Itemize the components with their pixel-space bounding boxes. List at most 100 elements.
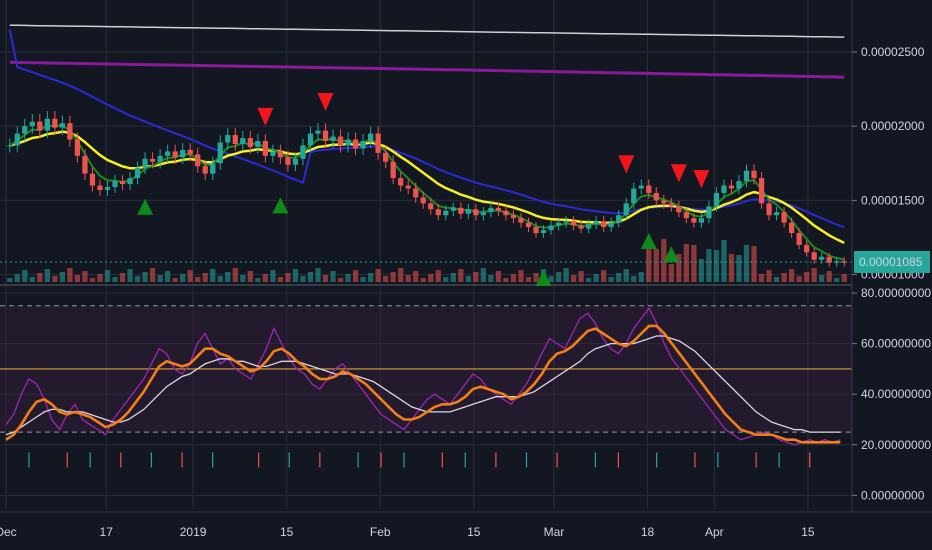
candle-body bbox=[225, 135, 231, 143]
time-axis-bg bbox=[0, 512, 932, 550]
candle-body bbox=[345, 139, 351, 146]
volume-bar bbox=[225, 272, 231, 282]
volume-bar bbox=[195, 277, 201, 282]
volume-bar bbox=[119, 273, 126, 282]
buy-marker bbox=[137, 198, 154, 215]
volume-bar bbox=[262, 274, 268, 282]
volume-bar bbox=[255, 278, 261, 282]
rsi-signal-line bbox=[5, 335, 841, 436]
volume-bar bbox=[142, 272, 148, 282]
candle-body bbox=[383, 152, 389, 162]
volume-bar bbox=[330, 271, 336, 282]
volume-bar bbox=[465, 276, 471, 282]
candle-body bbox=[773, 212, 780, 216]
volume-bar bbox=[285, 273, 291, 282]
candle-body bbox=[127, 178, 133, 185]
rsi-smooth-line bbox=[5, 324, 841, 444]
oscillator-pane[interactable] bbox=[0, 305, 852, 468]
volume-bar bbox=[834, 278, 840, 282]
volume-bar bbox=[82, 271, 88, 282]
osc-tick-label: 40.00000000 bbox=[861, 387, 931, 401]
volume-bar bbox=[172, 278, 178, 282]
candle-body bbox=[653, 192, 659, 201]
candle-body bbox=[398, 178, 404, 186]
volume-bar bbox=[67, 268, 73, 282]
candle-body bbox=[413, 188, 419, 198]
volume-bar bbox=[232, 268, 238, 282]
osc-tick-label: 20.00000000 bbox=[861, 438, 931, 452]
candle-body bbox=[134, 167, 141, 179]
sell-marker bbox=[618, 155, 635, 174]
volume-bar bbox=[277, 277, 284, 282]
volume-bar bbox=[638, 272, 644, 282]
candle-body bbox=[736, 181, 742, 189]
candle-body bbox=[586, 224, 592, 229]
volume-bar bbox=[97, 274, 103, 282]
volume-bar bbox=[570, 275, 577, 282]
candle-body bbox=[646, 185, 652, 193]
volume-bar bbox=[134, 276, 141, 282]
candle-body bbox=[112, 181, 118, 188]
osc-tick-label: 60.00000000 bbox=[861, 337, 931, 351]
volume-bar bbox=[668, 264, 674, 282]
candle-body bbox=[533, 227, 539, 234]
candle-body bbox=[804, 244, 810, 253]
volume-bar bbox=[555, 272, 562, 282]
candle-body bbox=[578, 225, 584, 229]
ema-long-line bbox=[9, 60, 845, 79]
volume-bar bbox=[89, 278, 96, 282]
volume-bar bbox=[631, 276, 637, 282]
sell-marker bbox=[670, 164, 687, 183]
rsi-raw-line bbox=[5, 306, 841, 446]
volume-bar bbox=[706, 249, 712, 282]
candle-body bbox=[247, 138, 253, 147]
osc-tick-label: 0.00000000 bbox=[861, 488, 925, 502]
candle-body bbox=[450, 207, 456, 211]
price-pane[interactable] bbox=[0, 24, 852, 287]
volume-bar bbox=[503, 278, 509, 282]
volume-bar bbox=[766, 270, 772, 282]
candle-body bbox=[435, 209, 441, 216]
candle-body bbox=[548, 225, 554, 231]
volume-bar bbox=[826, 271, 832, 282]
candle-body bbox=[217, 142, 223, 164]
candle-body bbox=[307, 133, 314, 146]
candle-body bbox=[480, 212, 487, 216]
time-tick-label: 15 bbox=[280, 525, 294, 539]
volume-bar bbox=[435, 270, 441, 282]
volume-bar bbox=[586, 278, 592, 282]
candle-body bbox=[142, 158, 148, 168]
candle-body bbox=[540, 230, 547, 234]
candle-body bbox=[195, 154, 201, 167]
candle-body bbox=[758, 178, 765, 204]
osc-tick-label: 80.00000000 bbox=[861, 286, 931, 300]
candle-body bbox=[721, 185, 727, 193]
volume-bar bbox=[510, 274, 517, 282]
candle-body bbox=[255, 141, 261, 147]
volume-bar bbox=[728, 254, 735, 282]
volume-bar bbox=[322, 275, 329, 282]
candle-body bbox=[555, 222, 562, 226]
volume-bar bbox=[367, 273, 374, 282]
volume-bar bbox=[22, 270, 28, 282]
time-tick-label: 15 bbox=[801, 525, 815, 539]
volume-bar bbox=[443, 277, 449, 282]
volume-bar bbox=[578, 271, 584, 282]
volume-bar bbox=[104, 270, 111, 282]
volume-bar bbox=[270, 270, 276, 282]
volume-bar bbox=[804, 272, 810, 282]
candle-body bbox=[97, 185, 103, 190]
candle-body bbox=[375, 133, 381, 153]
volume-bar bbox=[548, 276, 554, 282]
volume-bar bbox=[796, 276, 802, 282]
volume-bar bbox=[247, 271, 253, 282]
volume-bar bbox=[405, 275, 411, 282]
candle-body bbox=[608, 222, 614, 228]
volume-bar bbox=[165, 271, 171, 282]
candle-body bbox=[796, 233, 802, 245]
volume-bar bbox=[300, 276, 306, 282]
volume-bar bbox=[390, 272, 396, 282]
volume-bar bbox=[7, 278, 13, 282]
time-tick-label: 18 bbox=[641, 525, 655, 539]
